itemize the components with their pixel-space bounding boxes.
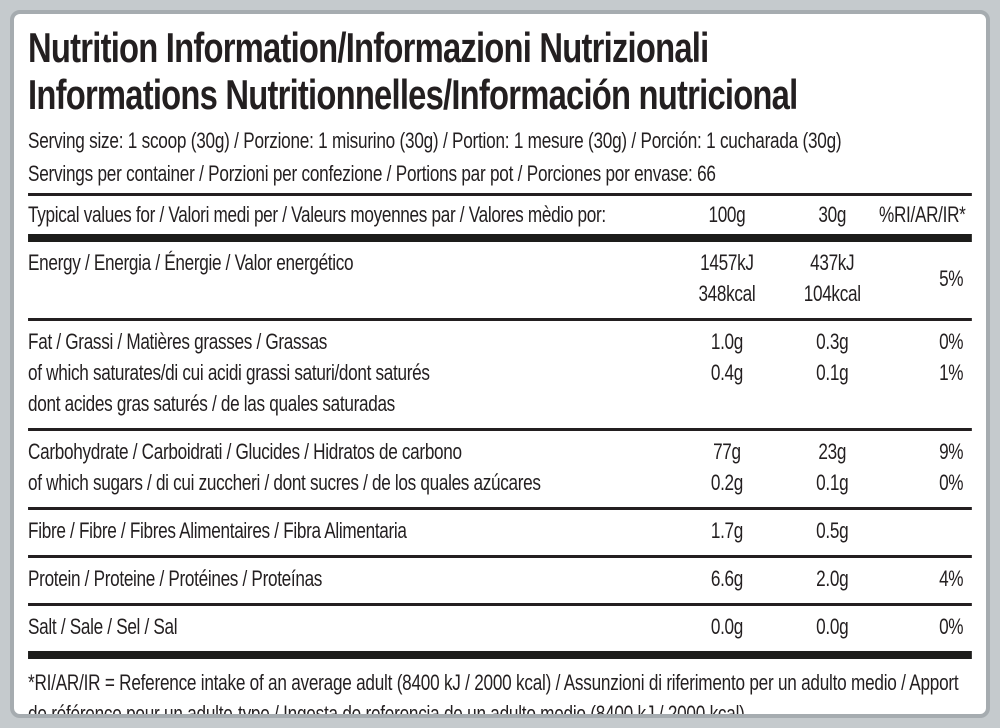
nutrition-label-panel: Nutrition Information/Informazioni Nutri… — [10, 10, 990, 718]
value-percent-ri: 1% — [939, 360, 964, 385]
value-per-100g: 0.2g — [710, 470, 743, 495]
header-typical-values: Typical values for / Valori medi per / V… — [28, 202, 606, 227]
nutrient-name-cell: Fat / Grassi / Matières grasses / Grassa… — [28, 326, 668, 419]
value-percent-ri: 0% — [939, 614, 964, 639]
value-percent-ri-cell — [879, 515, 972, 546]
nutrient-name: Fibre / Fibre / Fibres Alimentaires / Fi… — [28, 518, 407, 543]
nutrient-name: of which saturates/di cui acidi grassi s… — [28, 360, 430, 385]
value-per-100g-cell: 1.0g 0.4g — [668, 326, 785, 419]
header-per-30g: 30g — [818, 202, 847, 227]
nutrient-name: dont acides gras saturés / de las quales… — [28, 391, 395, 416]
value-percent-ri-cell: 0% — [879, 611, 972, 642]
value-per-100g: 1.0g — [710, 329, 743, 354]
value-per-100g: 6.6g — [710, 566, 743, 591]
value-percent-ri-cell: 0% 1% — [879, 326, 972, 419]
value-percent-ri-cell: 9% 0% — [879, 436, 972, 498]
serving-size-line: Serving size: 1 scoop (30g) / Porzione: … — [28, 128, 842, 153]
nutrient-rows: Energy / Energia / Énergie / Valor energ… — [28, 242, 972, 651]
value-per-100g: 1457kJ — [700, 250, 754, 275]
value-percent-ri-cell: 5% — [879, 247, 972, 309]
nutrient-name: Protein / Proteine / Protéines / Proteín… — [28, 566, 323, 591]
nutrient-name-cell: Fibre / Fibre / Fibres Alimentaires / Fi… — [28, 515, 668, 546]
value-per-30g-cell: 0.3g 0.1g — [785, 326, 879, 419]
nutrient-name-cell: Carbohydrate / Carboidrati / Glucides / … — [28, 436, 668, 498]
value-percent-ri: 9% — [939, 439, 964, 464]
value-per-100g — [668, 388, 785, 419]
nutrient-row-fat: Fat / Grassi / Matières grasses / Grassa… — [28, 318, 972, 428]
value-per-30g: 0.0g — [816, 614, 849, 639]
value-per-30g: 104kcal — [803, 281, 861, 306]
nutrient-row-carbohydrate: Carbohydrate / Carboidrati / Glucides / … — [28, 428, 972, 507]
value-per-100g: 0.0g — [710, 614, 743, 639]
nutrient-name: Salt / Sale / Sel / Sal — [28, 614, 178, 639]
nutrient-name: Fat / Grassi / Matières grasses / Grassa… — [28, 329, 328, 354]
value-per-100g: 77g — [713, 439, 741, 464]
nutrient-row-fibre: Fibre / Fibre / Fibres Alimentaires / Fi… — [28, 507, 972, 555]
nutrition-label-content: Nutrition Information/Informazioni Nutri… — [14, 14, 986, 718]
nutrition-table: Typical values for / Valori medi per / V… — [28, 193, 972, 659]
label-title: Nutrition Information/Informazioni Nutri… — [28, 24, 972, 118]
value-per-30g-cell: 0.0g — [785, 611, 879, 642]
value-percent-ri-cell: 4% — [879, 563, 972, 594]
nutrient-row-protein: Protein / Proteine / Protéines / Proteín… — [28, 555, 972, 603]
value-per-100g-cell: 77g 0.2g — [668, 436, 785, 498]
servings-per-container-line: Servings per container / Porzioni per co… — [28, 161, 716, 186]
value-per-100g-cell: 1.7g — [668, 515, 785, 546]
value-per-30g: 437kJ — [810, 250, 855, 275]
label-title-line-2: Informations Nutritionnelles/Información… — [28, 71, 798, 118]
nutrient-row-salt: Salt / Sale / Sel / Sal 0.0g 0.0g 0% — [28, 603, 972, 651]
table-header-row: Typical values for / Valori medi per / V… — [28, 196, 972, 234]
value-per-30g: 2.0g — [816, 566, 849, 591]
value-percent-ri — [879, 515, 963, 546]
value-per-100g: 1.7g — [710, 518, 743, 543]
value-percent-ri: 5% — [939, 265, 964, 291]
header-per-100g: 100g — [708, 202, 746, 227]
value-per-30g: 23g — [818, 439, 847, 464]
nutrient-name — [28, 278, 668, 309]
value-per-30g: 0.3g — [816, 329, 849, 354]
nutrient-name: Carbohydrate / Carboidrati / Glucides / … — [28, 439, 462, 464]
nutrient-name: of which sugars / di cui zuccheri / dont… — [28, 470, 541, 495]
value-per-100g: 348kcal — [698, 281, 756, 306]
value-per-30g-cell: 2.0g — [785, 563, 879, 594]
divider-thick-top — [28, 234, 972, 242]
value-per-30g: 0.1g — [816, 360, 849, 385]
value-per-30g: 0.1g — [816, 470, 849, 495]
value-per-100g-cell: 1457kJ 348kcal — [668, 247, 785, 309]
header-percent-ri: %RI/AR/IR* — [879, 202, 966, 227]
value-per-30g: 0.5g — [816, 518, 849, 543]
label-title-line-1: Nutrition Information/Informazioni Nutri… — [28, 24, 709, 71]
nutrient-row-energy: Energy / Energia / Énergie / Valor energ… — [28, 242, 972, 318]
value-percent-ri — [879, 388, 963, 419]
nutrient-name: Energy / Energia / Énergie / Valor energ… — [28, 250, 354, 275]
value-per-30g-cell: 0.5g — [785, 515, 879, 546]
nutrient-name-cell: Salt / Sale / Sel / Sal — [28, 611, 668, 642]
value-per-100g-cell: 0.0g — [668, 611, 785, 642]
nutrient-name-cell: Energy / Energia / Énergie / Valor energ… — [28, 247, 668, 309]
value-percent-ri: 0% — [939, 470, 964, 495]
value-per-100g: 0.4g — [710, 360, 743, 385]
value-per-100g-cell: 6.6g — [668, 563, 785, 594]
nutrient-name-cell: Protein / Proteine / Protéines / Proteín… — [28, 563, 668, 594]
reference-intake-footnote: *RI/AR/IR = Reference intake of an avera… — [28, 670, 959, 718]
value-per-30g-cell: 437kJ 104kcal — [785, 247, 879, 309]
value-per-30g — [785, 388, 879, 419]
value-percent-ri: 4% — [939, 566, 964, 591]
value-percent-ri: 0% — [939, 329, 964, 354]
value-per-30g-cell: 23g 0.1g — [785, 436, 879, 498]
divider-thick-bottom — [28, 651, 972, 659]
